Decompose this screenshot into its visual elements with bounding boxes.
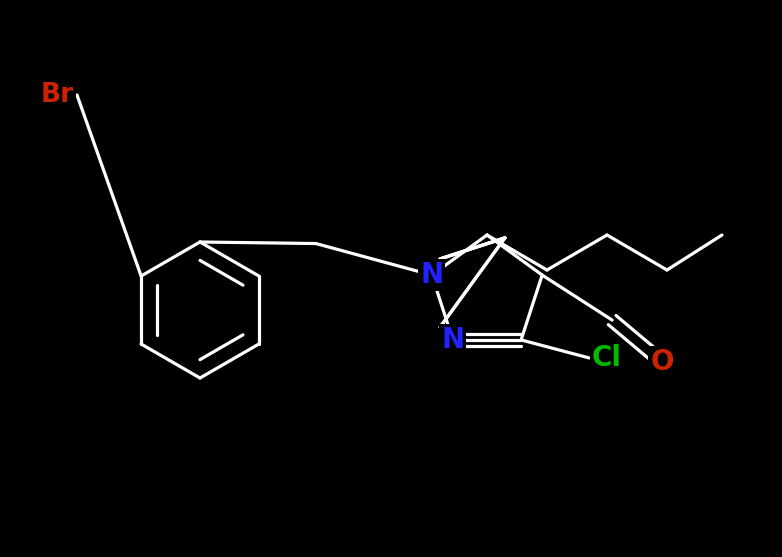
- Text: Br: Br: [41, 82, 74, 108]
- Text: N: N: [420, 261, 443, 289]
- Text: Cl: Cl: [592, 344, 622, 372]
- Text: N: N: [441, 326, 465, 354]
- Text: O: O: [651, 348, 674, 376]
